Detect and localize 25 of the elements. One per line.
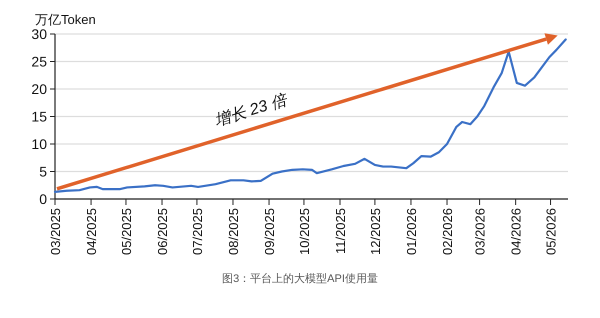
y-tick-label: 20 [31,81,48,97]
x-tick-label: 11/2025 [333,208,348,254]
x-tick-label: 04/2026 [508,208,524,255]
y-tick-label: 15 [31,108,48,124]
x-tick-label: 03/2026 [472,208,488,255]
annotation: 增长 23 倍 [212,90,292,130]
x-tick-label: 10/2025 [296,208,312,255]
x-tick-label: 02/2026 [440,208,456,255]
y-tick-label: 25 [31,54,48,70]
x-tick-label: 06/2025 [155,208,170,255]
x-tick-label: 03/2025 [48,208,63,255]
x-tick-label: 08/2025 [226,208,241,255]
x-tick-label: 12/2025 [368,208,383,255]
y-tick-label: 10 [31,136,48,152]
x-tick-label: 01/2026 [404,208,419,255]
x-tick-label: 05/2026 [544,208,559,255]
x-tick-label: 04/2025 [84,208,100,255]
x-tick-label: 05/2025 [118,208,134,255]
y-axis-title: 万亿Token [35,12,96,27]
x-tick-label: 09/2025 [262,208,278,255]
y-tick-label: 30 [31,26,48,42]
y-tick-label: 5 [39,164,48,180]
x-tick-label: 07/2025 [190,208,205,255]
text: 图3：平台上的大模型API使用量 [222,272,378,285]
y-tick-label: 0 [39,191,48,207]
